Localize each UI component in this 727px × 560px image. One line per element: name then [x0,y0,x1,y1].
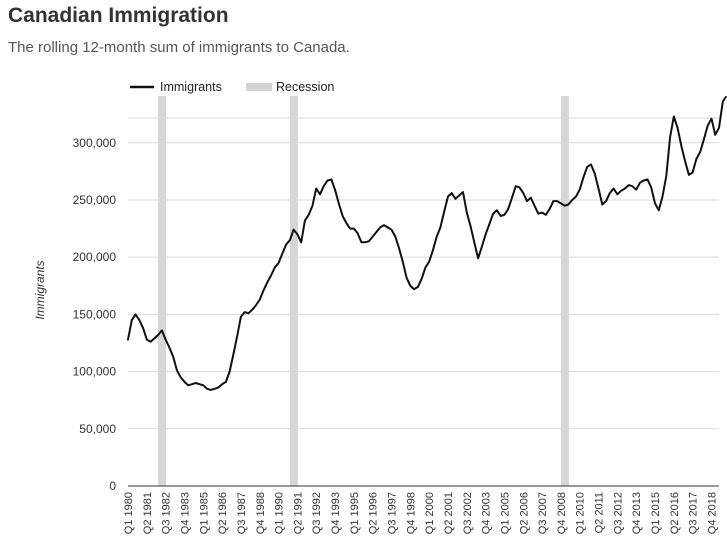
x-tick-label: Q4 2013 [631,492,643,534]
y-tick-label: 0 [109,479,116,493]
chart-title: Canadian Immigration [8,4,229,27]
x-tick-label: Q3 2007 [537,492,549,534]
x-tick-label: Q2 1986 [217,492,229,534]
series-layer [127,96,727,391]
x-axis-ticks: Q1 1980 Q2 1981 Q3 1982 Q4 1983 Q1 1985 Q2 19… [123,492,718,534]
recession-band [560,96,569,486]
x-tick-label: Q4 1993 [330,492,342,534]
y-gridlines [128,117,719,487]
x-tick-label: Q4 1988 [255,492,267,534]
y-tick-label: 150,000 [73,307,117,321]
x-tick-label: Q1 2000 [424,492,436,534]
y-tick-label: 50,000 [79,422,116,436]
x-tick-label: Q2 1981 [142,492,154,534]
x-tick-label: Q4 2003 [481,492,493,534]
x-tick-label: Q2 2016 [669,492,681,534]
y-axis-title: Immigrants [33,260,47,319]
x-tick-label: Q1 1985 [198,492,210,534]
x-tick-label: Q3 2002 [462,492,474,534]
y-tick-label: 100,000 [73,365,117,379]
y-tick-label: 200,000 [73,250,117,264]
y-axis-ticks: 0 50,000 100,000 150,000 200,000 250,000 300,0… [73,136,117,493]
chart-subtitle: The rolling 12-month sum of immigrants t… [8,39,350,56]
x-tick-label: Q3 1987 [236,492,248,534]
x-tick-label: Q1 2015 [650,492,662,534]
x-tick-label: Q2 1996 [368,492,380,534]
x-tick-label: Q2 2001 [443,492,455,534]
x-tick-label: Q4 2008 [556,492,568,534]
y-tick-label: 250,000 [73,193,117,207]
x-tick-label: Q3 2012 [612,492,624,534]
x-tick-label: Q2 1991 [292,492,304,534]
legend-label-recession: Recession [276,80,334,94]
recession-band [158,96,167,486]
x-tick-label: Q4 2018 [706,492,718,534]
x-tick-label: Q3 1982 [161,492,173,534]
recession-bands [158,96,569,486]
x-tick-label: Q2 2011 [594,492,606,533]
x-tick-label: Q1 2010 [575,492,587,534]
x-tick-label: Q1 1995 [349,492,361,534]
x-tick-label: Q1 1980 [123,492,135,534]
x-tick-label: Q3 1992 [311,492,323,534]
series-line-immigrants [127,96,727,391]
legend-label-immigrants: Immigrants [160,80,222,94]
y-tick-label: 300,000 [73,136,117,150]
chart-legend: Immigrants Recession [130,80,334,94]
x-tick-label: Q2 2006 [518,492,530,534]
x-tick-label: Q3 2017 [688,492,700,534]
x-tick-label: Q3 1997 [387,492,399,534]
x-tick-label: Q4 1998 [405,492,417,534]
x-tick-label: Q1 2005 [499,492,511,534]
x-tick-label: Q1 1990 [274,492,286,534]
recession-band [289,96,298,486]
legend-swatch-recession [246,83,272,91]
x-tick-label: Q4 1983 [179,492,191,534]
